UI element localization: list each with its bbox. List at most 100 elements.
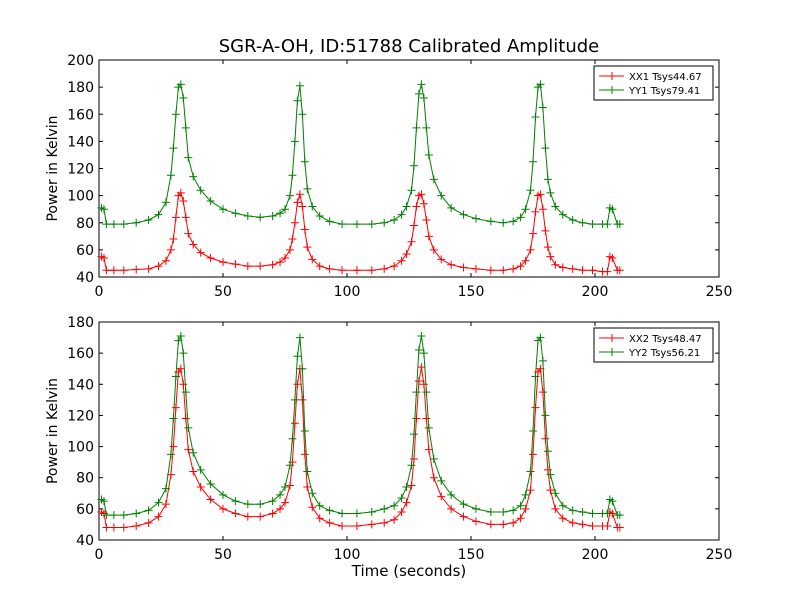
data-point xyxy=(179,197,188,206)
data-point xyxy=(176,80,185,89)
data-point xyxy=(179,349,188,358)
data-point xyxy=(352,266,361,275)
data-point xyxy=(422,414,431,423)
data-point xyxy=(447,203,456,212)
data-point xyxy=(402,498,411,507)
data-point xyxy=(568,518,577,527)
data-point xyxy=(99,497,108,506)
data-point xyxy=(285,461,294,470)
legend-label: XX2 Tsys48.47 xyxy=(629,334,702,345)
data-point xyxy=(521,504,530,513)
y-tick-label: 80 xyxy=(76,216,94,232)
data-point xyxy=(184,153,193,162)
data-point xyxy=(407,186,416,195)
data-point xyxy=(132,509,141,518)
data-point xyxy=(407,481,416,490)
data-point xyxy=(380,518,389,527)
data-point xyxy=(459,210,468,219)
data-point xyxy=(558,263,567,272)
data-point xyxy=(414,346,423,355)
data-point xyxy=(615,523,624,532)
data-point xyxy=(578,520,587,529)
x-tick-label: 100 xyxy=(334,547,361,563)
y-tick-label: 160 xyxy=(67,107,94,123)
y-tick-label: 60 xyxy=(76,243,94,259)
data-point xyxy=(256,512,265,521)
data-point xyxy=(303,467,312,476)
data-point xyxy=(298,110,307,119)
data-point xyxy=(486,507,495,516)
data-point xyxy=(295,81,304,90)
data-point xyxy=(243,211,252,220)
data-point xyxy=(161,198,170,207)
data-point xyxy=(543,243,552,252)
y-tick-label: 140 xyxy=(67,377,94,393)
data-point xyxy=(529,229,537,238)
data-point xyxy=(281,498,289,507)
data-point xyxy=(409,221,418,230)
data-point xyxy=(419,93,428,102)
data-point xyxy=(486,520,495,529)
data-point xyxy=(499,520,508,529)
legend-label: YY2 Tsys56.21 xyxy=(628,348,700,359)
data-point xyxy=(429,473,438,482)
data-point xyxy=(615,220,624,229)
data-point xyxy=(390,262,399,271)
data-point xyxy=(176,188,185,197)
data-point xyxy=(412,388,421,397)
legend-box xyxy=(593,65,714,101)
data-point xyxy=(189,172,198,181)
y-tick-label: 160 xyxy=(67,346,94,362)
data-point xyxy=(315,262,324,271)
data-point xyxy=(268,211,277,220)
data-point xyxy=(161,484,170,493)
data-point xyxy=(154,210,163,219)
data-point xyxy=(171,213,180,222)
data-point xyxy=(459,263,468,272)
data-point xyxy=(558,514,567,523)
data-point xyxy=(588,509,597,518)
data-point xyxy=(99,254,108,263)
legend-top: XX1 Tsys44.67 YY1 Tsys79.41 xyxy=(593,65,714,101)
data-point xyxy=(290,419,299,428)
series-yy1 xyxy=(97,80,624,229)
data-point xyxy=(256,213,265,222)
x-tick-label: 250 xyxy=(706,284,733,300)
data-point xyxy=(303,483,312,492)
data-point xyxy=(568,216,577,225)
data-point xyxy=(578,507,587,516)
data-point xyxy=(367,220,376,229)
data-point xyxy=(189,448,198,457)
data-point xyxy=(184,423,193,432)
data-point xyxy=(315,211,324,220)
data-point xyxy=(529,157,537,166)
data-point xyxy=(608,254,617,263)
data-point xyxy=(424,150,433,159)
data-point xyxy=(308,489,317,498)
data-point xyxy=(531,112,540,121)
panel-bottom: 0 50 100 150 200 250 40 60 80 100 120 140 160 180 Powe… xyxy=(45,315,732,580)
data-point xyxy=(293,352,302,361)
data-point xyxy=(300,427,309,435)
data-point xyxy=(509,217,518,226)
data-point xyxy=(459,512,468,521)
data-point xyxy=(276,209,285,218)
data-point xyxy=(551,202,560,211)
data-point xyxy=(298,202,307,211)
data-point xyxy=(422,388,431,397)
data-point xyxy=(429,175,438,184)
data-point xyxy=(531,372,540,381)
data-point xyxy=(109,220,118,229)
data-point xyxy=(603,267,612,276)
data-point xyxy=(102,220,111,229)
data-point xyxy=(181,123,190,132)
y-axis-label: Power in Kelvin xyxy=(45,115,61,221)
data-point xyxy=(543,447,552,456)
data-point xyxy=(419,199,428,208)
data-point xyxy=(288,434,297,443)
data-point xyxy=(268,509,277,518)
data-point xyxy=(166,171,175,180)
data-point xyxy=(181,414,190,423)
data-point xyxy=(412,202,421,211)
data-point xyxy=(538,205,547,214)
